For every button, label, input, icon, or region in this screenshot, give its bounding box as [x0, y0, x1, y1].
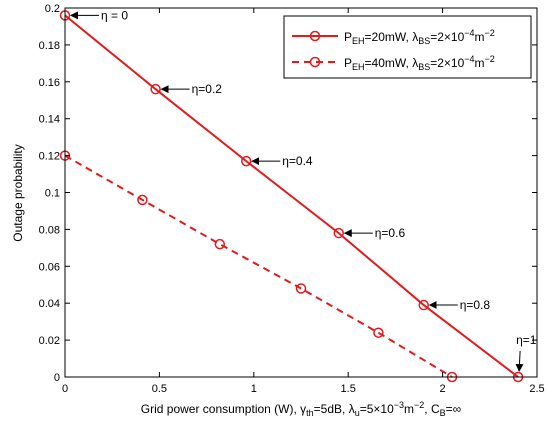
- y-tick-label-10: 0.2: [45, 3, 60, 15]
- y-tick-label-1: 0.02: [39, 335, 60, 347]
- series-2-point-2: [214, 238, 226, 250]
- x-axis-label: Grid power consumption (W), γth=5dB, λu=…: [141, 400, 461, 418]
- y-axis-label: Outage probability: [11, 144, 25, 241]
- legend-1-unit-exp: −2: [485, 28, 495, 38]
- legend-2-unit-exp: −2: [485, 54, 495, 64]
- y-tick-label-9: 0.18: [39, 40, 60, 52]
- x-label-pre: Grid power consumption (W), γ: [141, 402, 306, 416]
- x-label-sup-exp: −3: [394, 400, 404, 410]
- legend-1-unit: m: [475, 30, 485, 44]
- y-tick-label-7: 0.14: [39, 114, 60, 126]
- series-2-point-4: [373, 327, 384, 338]
- annotation-arrow-5: [515, 350, 524, 372]
- y-tick-label-3: 0.06: [39, 261, 60, 273]
- x-label-sup-m: −2: [414, 400, 424, 410]
- x-tick-label-5: 2.5: [529, 383, 544, 395]
- x-label-mid2: =5×10: [360, 402, 394, 416]
- annotation-layer: η = 0 η=0.2 η=0.4 η=0.6 η=0.8 η=1: [70, 8, 537, 372]
- legend-box: [283, 15, 532, 79]
- legend-1-mid: =20mW, λ: [365, 30, 419, 44]
- x-tick-label-1: 0.5: [152, 383, 167, 395]
- legend-1-p-sub: EH: [352, 36, 365, 46]
- y-tick-label-0: 0: [54, 372, 60, 384]
- x-label-sub-th: th: [306, 408, 314, 418]
- annotation-label-1: η=0.2: [192, 82, 223, 96]
- annotation-label-4: η=0.8: [460, 298, 491, 312]
- annotation-label-2: η=0.4: [282, 154, 313, 168]
- y-tick-label-2: 0.04: [39, 298, 60, 310]
- x-label-sub-u: u: [355, 408, 360, 418]
- annotation-label-3: η=0.6: [375, 226, 406, 240]
- legend-1-p: P: [344, 30, 352, 44]
- legend-1-l-sub: BS: [418, 36, 430, 46]
- x-label-post: =∞: [446, 402, 462, 416]
- x-label-mid4: , C: [424, 402, 440, 416]
- legend-label-series-2: PEH=40mW, λBS=2×10−4m−2: [344, 54, 495, 72]
- series-2-point-1: [137, 194, 148, 206]
- x-label-mid1: =5dB, λ: [314, 402, 355, 416]
- x-tick-label-0: 0: [62, 383, 68, 395]
- legend-1-exp: −4: [464, 28, 474, 38]
- series-2-point-3: [295, 283, 307, 294]
- x-tick-label-2: 1: [251, 383, 257, 395]
- y-tick-label-6: 0.12: [39, 151, 60, 163]
- series-1-point-4: [418, 299, 429, 311]
- series-1-point-2: [240, 155, 252, 167]
- series-2-line: [64, 154, 453, 378]
- legend: PEH=20mW, λBS=2×10−4m−2 PEH=40mW, λBS=2×…: [283, 15, 532, 79]
- legend-label-series-1: PEH=20mW, λBS=2×10−4m−2: [344, 28, 495, 46]
- annotation-label-5: η=1: [516, 333, 537, 347]
- legend-2-unit: m: [475, 56, 485, 70]
- legend-2-p: P: [344, 56, 352, 70]
- x-label-sub-b: B: [440, 408, 446, 418]
- legend-2-mid: =40mW, λ: [365, 56, 419, 70]
- legend-swatch-marker-series-1: [309, 30, 321, 42]
- legend-swatch-marker-series-2: [309, 56, 321, 68]
- legend-2-exp: −4: [464, 54, 474, 64]
- series-1-point-1: [150, 83, 161, 95]
- x-label-mid3: m: [404, 402, 414, 416]
- y-tick-label-4: 0.08: [39, 224, 60, 236]
- legend-2-val: =2×10: [430, 56, 464, 70]
- y-tick-label-5: 0.1: [45, 188, 60, 200]
- tick-layer: 0 0.5 1 1.5 2 2.5 0 0.02 0.04 0.06 0.08 0.1 0.12 0.14…: [39, 3, 545, 395]
- legend-1-val: =2×10: [430, 30, 464, 44]
- series-1-line: [64, 14, 519, 378]
- annotation-label-0: η = 0: [101, 8, 128, 22]
- x-tick-label-4: 2: [440, 383, 446, 395]
- legend-2-l-sub: BS: [418, 62, 430, 72]
- x-tick-label-3: 1.5: [341, 383, 356, 395]
- y-tick-label-8: 0.16: [39, 77, 60, 89]
- series-1-point-3: [333, 227, 345, 239]
- legend-2-p-sub: EH: [352, 62, 365, 72]
